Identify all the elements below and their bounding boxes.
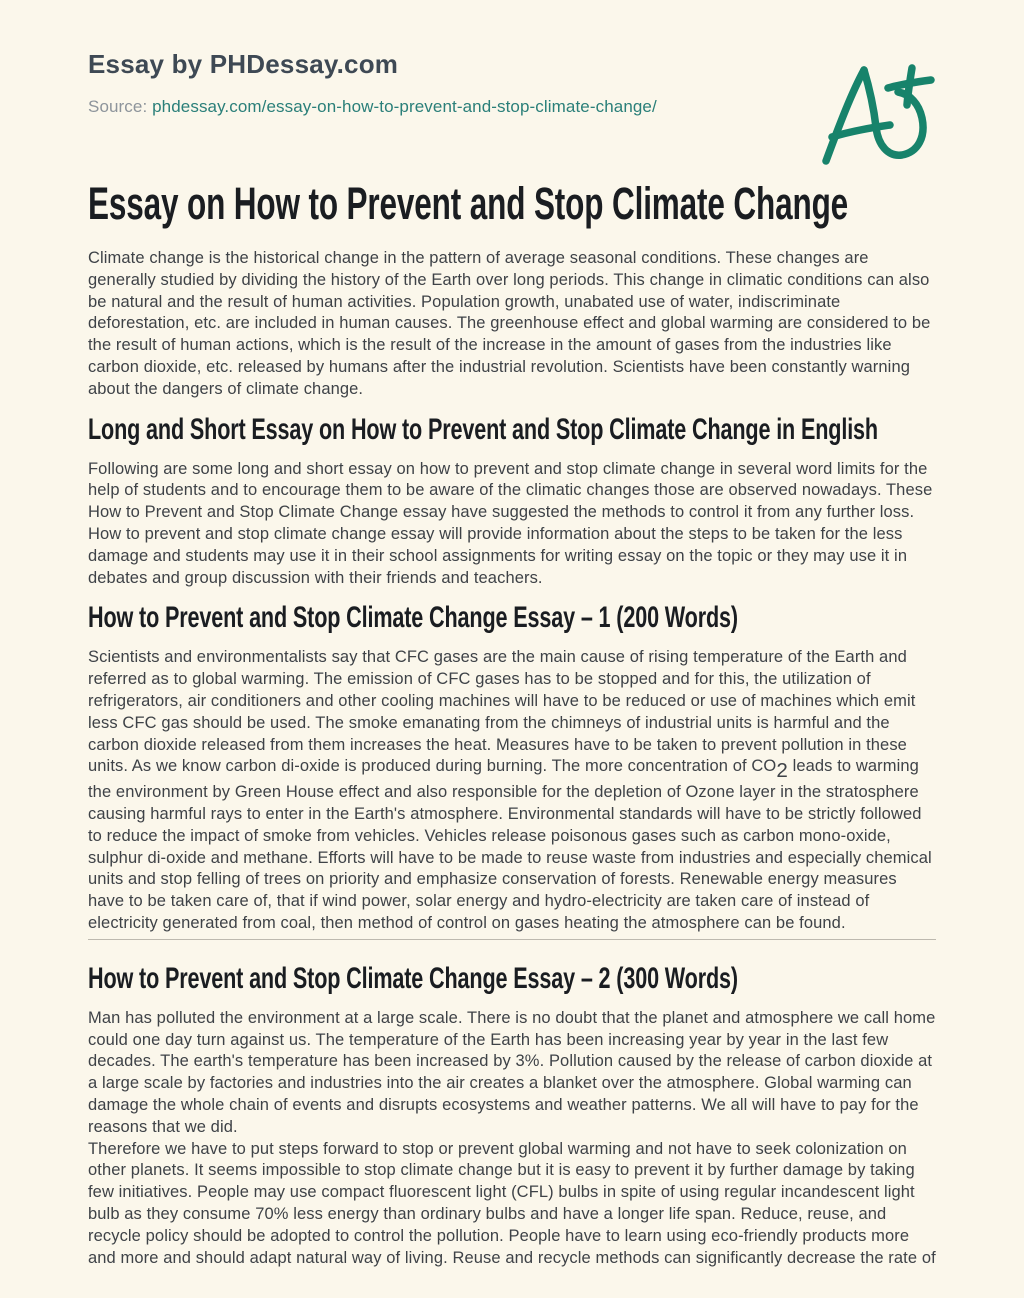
essay2-clipped-region: Man has polluted the environment at a la… [88,1008,936,1268]
source-row: Source: phdessay.com/essay-on-how-to-pre… [88,97,936,117]
source-link[interactable]: phdessay.com/essay-on-how-to-prevent-and… [152,97,657,116]
essay2-paragraph: Man has polluted the environment at a la… [88,1008,936,1267]
co2-subscript: 2 [776,759,788,783]
essay1-text-after-co2: leads to warming the environment by Gree… [88,757,932,932]
essay-content: Essay on How to Prevent and Stop Climate… [88,181,936,1268]
page-header: Essay by PHDessay.com Source: phdessay.c… [88,49,936,165]
intro-paragraph: Climate change is the historical change … [88,249,931,398]
source-label: Source: [88,97,148,116]
essay1-paragraph: Scientists and environmentalists say tha… [88,647,936,934]
section-divider [88,938,936,940]
essay1-text-before-co2: Scientists and environmentalists say tha… [88,648,916,776]
site-title: Essay by PHDessay.com [88,49,399,79]
overview-section-heading: Long and Short Essay on How to Prevent a… [88,412,878,446]
essay2-heading: How to Prevent and Stop Climate Change E… [88,961,738,995]
essay-title: Essay on How to Prevent and Stop Climate… [88,178,849,229]
essay1-heading: How to Prevent and Stop Climate Change E… [88,601,738,635]
overview-section-paragraph: Following are some long and short essay … [88,459,933,587]
a-plus-logo-icon [818,60,936,168]
